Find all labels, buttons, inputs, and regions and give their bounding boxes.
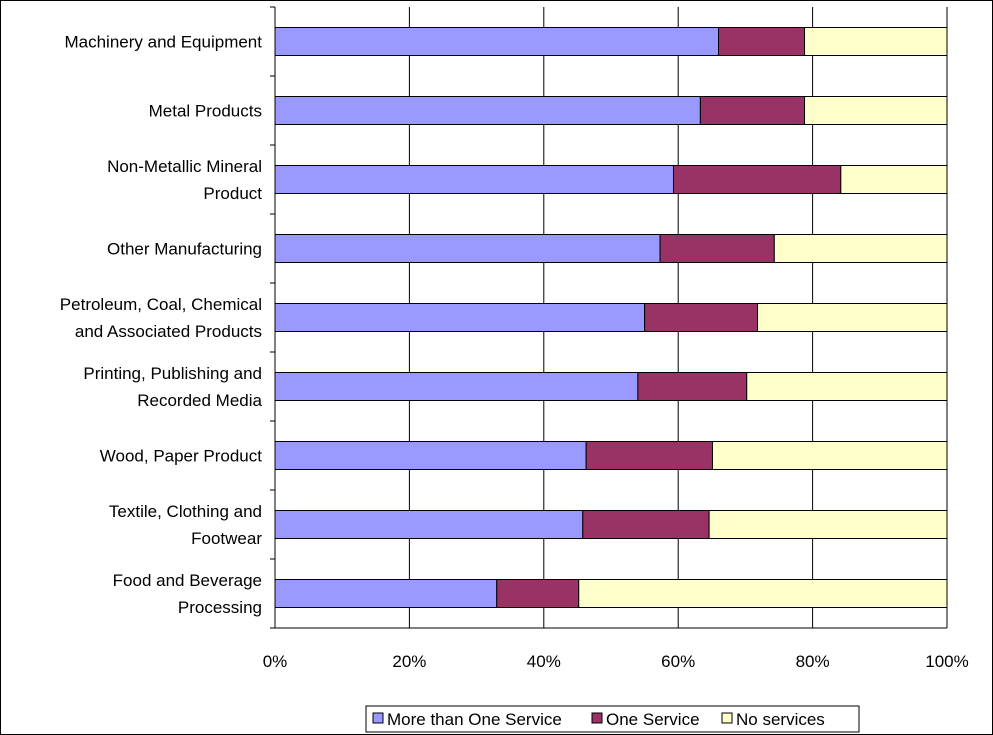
legend-label: One Service [606,710,700,729]
category-label: Non-Metallic Mineral Product [107,157,262,203]
category-label-line: Product [203,184,262,203]
category-label-line: Printing, Publishing and [83,364,262,383]
category-label: Metal Products [149,102,262,121]
bar-segment [274,579,498,608]
x-tick-label: 20% [392,652,426,671]
category-label-line: Non-Metallic Mineral [107,157,262,176]
category-label: Other Manufacturing [107,240,262,259]
bar-segment [582,510,710,539]
category-label-line: Food and Beverage [113,571,262,590]
axes [270,6,947,629]
x-tick-label: 100% [925,652,968,671]
category-label-line: Wood, Paper Product [100,447,262,466]
bar-segment [274,27,720,56]
bar-segment [637,372,748,401]
legend-swatch [721,712,733,724]
bar-segment [274,441,587,470]
category-label: Food and Beverage Processing [113,571,262,617]
bar-segment [672,165,842,194]
bar-segment [274,96,701,125]
bar-segment [773,234,948,263]
legend-item: No services [721,710,825,729]
legend-label: No services [736,710,825,729]
legend-swatch [372,712,384,724]
category-labels: Machinery and Equipment Metal Products Non… [60,33,263,618]
bar-segment [274,165,674,194]
bar-segment [659,234,775,263]
legend-label: More than One Service [387,710,562,729]
x-tick-label: 80% [796,652,830,671]
x-tick-label: 40% [527,652,561,671]
legend-item: One Service [591,710,700,729]
bar-segment [804,96,948,125]
category-label: Printing, Publishing and Recorded Media [83,364,262,410]
legend-box [365,705,860,733]
legend-swatch [591,712,603,724]
category-label-line: Textile, Clothing and [109,502,262,521]
x-tick-label: 60% [661,652,695,671]
bar-segment [578,579,948,608]
category-label-line: Petroleum, Coal, Chemical [60,295,262,314]
x-tick-labels: 0% 20% 40% 60% 80% 100% [263,652,969,671]
category-label-line: Machinery and Equipment [64,33,262,52]
category-label: Machinery and Equipment [64,33,262,52]
bar-segment [840,165,948,194]
bar-segment [274,510,584,539]
bar-segment [804,27,948,56]
bar-segment [708,510,948,539]
bar-segment [274,234,661,263]
bar-segment [756,303,948,332]
category-label: Wood, Paper Product [100,447,262,466]
bar-segment [274,303,646,332]
bar-segment [274,372,639,401]
bars [274,27,948,608]
legend: More than One Service One Service No servi… [365,705,860,733]
category-label-line: Metal Products [149,102,262,121]
category-label: Petroleum, Coal, Chemical and Associated … [60,295,262,341]
bar-segment [711,441,948,470]
category-label-line: Processing [178,598,262,617]
bar-segment [699,96,806,125]
category-label: Textile, Clothing and Footwear [109,502,262,548]
category-label-line: Other Manufacturing [107,240,262,259]
category-label-line: and Associated Products [75,322,262,341]
category-label-line: Footwear [191,529,262,548]
legend-item: More than One Service [372,710,562,729]
bar-segment [644,303,758,332]
bar-segment [496,579,580,608]
bar-segment [718,27,806,56]
category-label-line: Recorded Media [137,391,262,410]
bar-segment [746,372,948,401]
x-tick-label: 0% [263,652,288,671]
bar-segment [585,441,713,470]
